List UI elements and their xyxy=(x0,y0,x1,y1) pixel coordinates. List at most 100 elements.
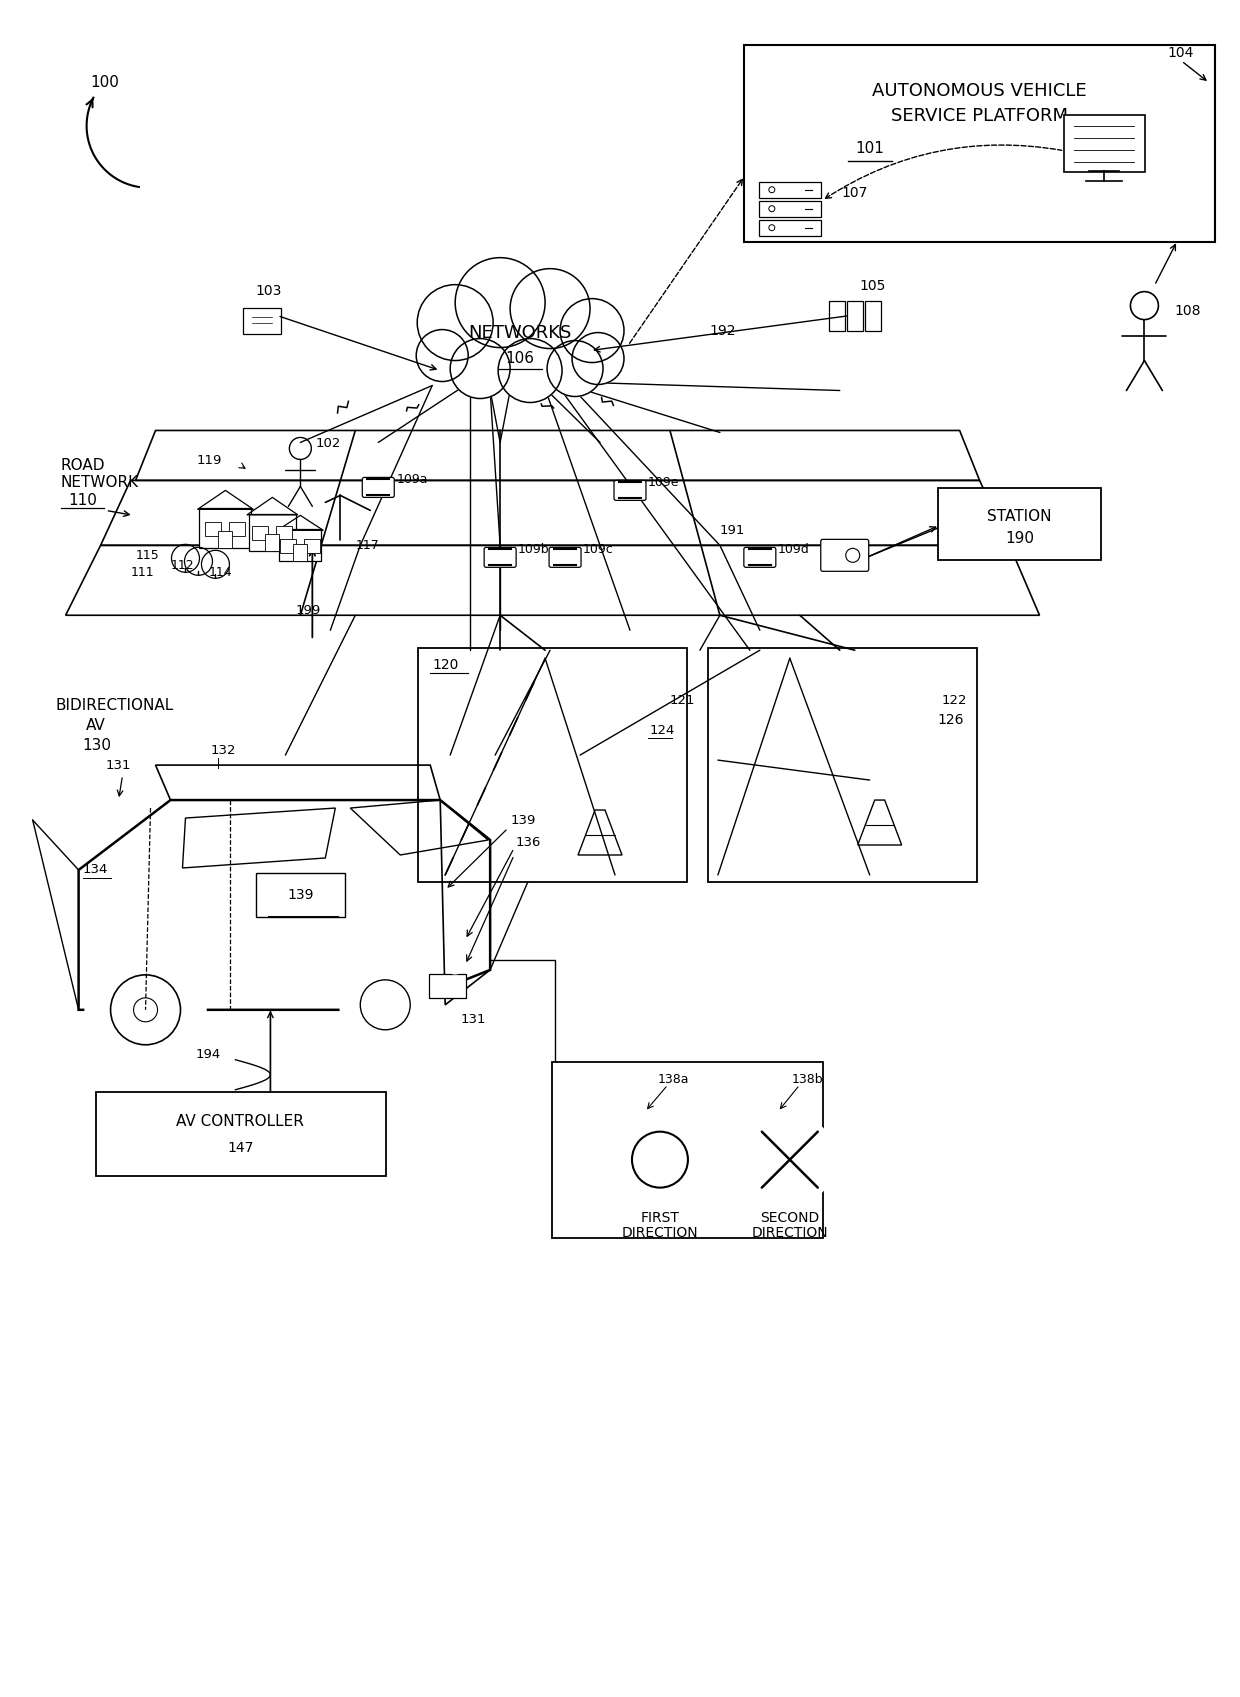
Text: 138a: 138a xyxy=(658,1073,689,1086)
Text: 194: 194 xyxy=(196,1049,221,1061)
Circle shape xyxy=(560,299,624,363)
FancyBboxPatch shape xyxy=(257,872,345,916)
FancyBboxPatch shape xyxy=(229,523,246,536)
FancyBboxPatch shape xyxy=(249,514,296,552)
Text: 119: 119 xyxy=(196,453,222,467)
Text: 109b: 109b xyxy=(518,543,549,557)
FancyBboxPatch shape xyxy=(549,548,582,567)
FancyBboxPatch shape xyxy=(759,182,821,199)
Text: STATION: STATION xyxy=(987,509,1052,524)
FancyBboxPatch shape xyxy=(744,548,776,567)
Circle shape xyxy=(572,333,624,385)
Text: 109c: 109c xyxy=(583,543,614,557)
FancyBboxPatch shape xyxy=(294,545,308,562)
FancyBboxPatch shape xyxy=(95,1091,387,1176)
FancyBboxPatch shape xyxy=(362,477,394,497)
Circle shape xyxy=(86,950,206,1069)
Text: AUTONOMOUS VEHICLE: AUTONOMOUS VEHICLE xyxy=(872,81,1087,100)
Text: 132: 132 xyxy=(211,743,236,757)
Text: 104: 104 xyxy=(1167,46,1194,59)
Text: BIDIRECTIONAL: BIDIRECTIONAL xyxy=(56,697,174,713)
Text: 106: 106 xyxy=(506,351,534,367)
FancyBboxPatch shape xyxy=(937,489,1101,560)
Text: 139: 139 xyxy=(288,888,314,901)
Text: 115: 115 xyxy=(135,548,159,562)
Text: 130: 130 xyxy=(83,738,112,752)
FancyBboxPatch shape xyxy=(847,300,863,331)
Circle shape xyxy=(340,961,430,1050)
FancyBboxPatch shape xyxy=(279,529,321,562)
Text: 100: 100 xyxy=(91,75,119,90)
Text: AV CONTROLLER: AV CONTROLLER xyxy=(176,1115,304,1129)
FancyBboxPatch shape xyxy=(759,219,821,236)
Text: 111: 111 xyxy=(130,565,154,579)
FancyBboxPatch shape xyxy=(614,480,646,501)
FancyBboxPatch shape xyxy=(280,540,296,553)
Text: SECOND: SECOND xyxy=(760,1210,820,1225)
FancyBboxPatch shape xyxy=(821,540,869,572)
Text: 124: 124 xyxy=(650,723,676,736)
Text: 117: 117 xyxy=(356,540,379,552)
Circle shape xyxy=(498,339,562,402)
Text: 121: 121 xyxy=(670,694,696,706)
Circle shape xyxy=(450,339,510,399)
FancyBboxPatch shape xyxy=(243,307,281,334)
Circle shape xyxy=(417,329,469,382)
Text: 110: 110 xyxy=(68,492,98,507)
Text: 136: 136 xyxy=(515,835,541,848)
FancyBboxPatch shape xyxy=(200,509,252,548)
Text: 139: 139 xyxy=(510,813,536,826)
Text: 109e: 109e xyxy=(649,475,680,489)
Text: 147: 147 xyxy=(227,1140,254,1154)
Text: 109a: 109a xyxy=(397,473,428,485)
Text: 102: 102 xyxy=(315,436,341,450)
Text: SERVICE PLATFORM: SERVICE PLATFORM xyxy=(892,107,1068,126)
FancyBboxPatch shape xyxy=(744,44,1215,241)
Text: FIRST: FIRST xyxy=(641,1210,680,1225)
Circle shape xyxy=(510,268,590,348)
Text: 190: 190 xyxy=(1006,531,1034,546)
Text: 109d: 109d xyxy=(777,543,810,557)
FancyBboxPatch shape xyxy=(277,526,293,540)
Text: 103: 103 xyxy=(255,283,281,297)
Text: 138b: 138b xyxy=(792,1073,823,1086)
FancyBboxPatch shape xyxy=(429,974,466,998)
Text: 101: 101 xyxy=(856,141,884,156)
Text: 122: 122 xyxy=(941,694,967,706)
Circle shape xyxy=(446,932,464,949)
Text: 192: 192 xyxy=(709,324,737,338)
FancyBboxPatch shape xyxy=(708,648,977,882)
Circle shape xyxy=(446,955,464,974)
Text: 112: 112 xyxy=(171,558,195,572)
Text: 105: 105 xyxy=(859,278,887,292)
FancyBboxPatch shape xyxy=(864,300,880,331)
Circle shape xyxy=(615,1115,704,1205)
Text: DIRECTION: DIRECTION xyxy=(621,1225,698,1239)
Text: 199: 199 xyxy=(295,604,321,616)
Text: AV: AV xyxy=(86,718,105,733)
Text: 134: 134 xyxy=(83,864,108,876)
FancyBboxPatch shape xyxy=(253,526,268,540)
Text: 114: 114 xyxy=(208,565,232,579)
FancyBboxPatch shape xyxy=(552,1062,823,1237)
Text: NETWORK: NETWORK xyxy=(61,475,139,490)
FancyBboxPatch shape xyxy=(304,540,320,553)
Text: 120: 120 xyxy=(433,658,459,672)
FancyBboxPatch shape xyxy=(206,523,222,536)
Circle shape xyxy=(745,1115,835,1205)
Circle shape xyxy=(547,341,603,397)
Text: 107: 107 xyxy=(842,185,868,200)
Text: DIRECTION: DIRECTION xyxy=(751,1225,828,1239)
Text: 131: 131 xyxy=(105,759,131,772)
FancyBboxPatch shape xyxy=(418,648,687,882)
Circle shape xyxy=(455,258,546,348)
FancyBboxPatch shape xyxy=(1064,115,1146,171)
Circle shape xyxy=(417,285,494,360)
Text: NETWORKS: NETWORKS xyxy=(469,324,572,341)
Text: 126: 126 xyxy=(937,713,965,726)
Text: 131: 131 xyxy=(460,1013,486,1027)
FancyBboxPatch shape xyxy=(759,200,821,217)
Text: 108: 108 xyxy=(1174,304,1200,317)
FancyBboxPatch shape xyxy=(218,531,232,548)
FancyBboxPatch shape xyxy=(828,300,844,331)
